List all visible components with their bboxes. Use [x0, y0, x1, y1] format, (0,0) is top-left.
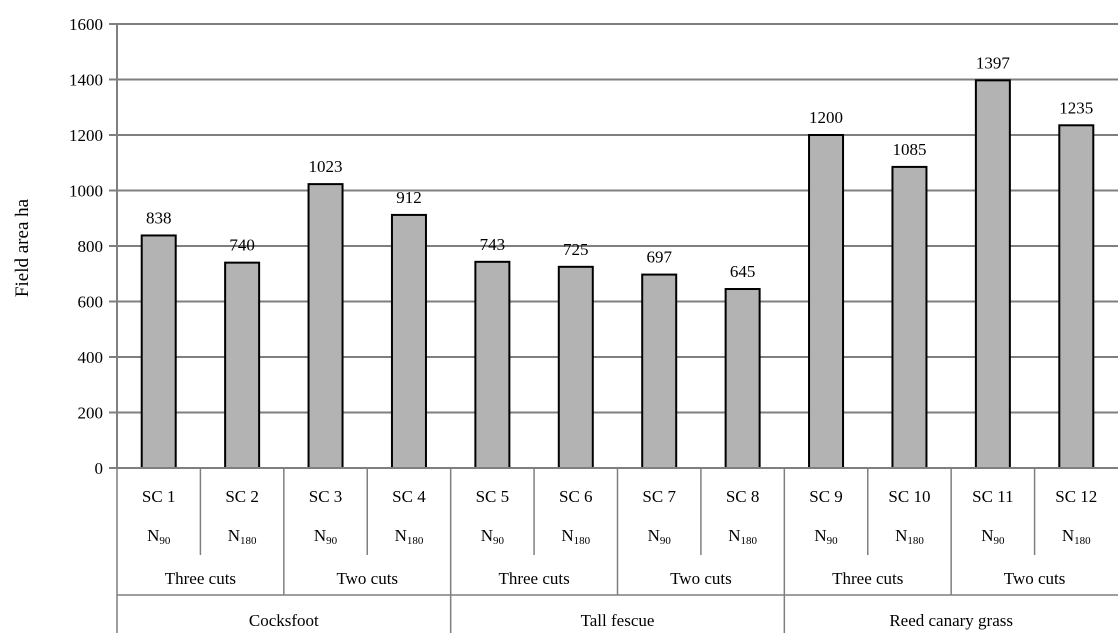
nitrogen-label-sc6: N180: [561, 526, 590, 547]
nitrogen-label-sc3: N90: [314, 526, 338, 547]
nitrogen-label-sc7: N90: [648, 526, 672, 547]
y-tick-label: 800: [78, 237, 104, 256]
bars: [140, 79, 1095, 470]
category-label-sc7: SC 7: [642, 487, 676, 506]
cut-group-label: Three cuts: [498, 569, 569, 588]
y-tick-label: 0: [95, 459, 104, 478]
axes: [116, 24, 1118, 633]
nitrogen-label-sc2: N180: [228, 526, 257, 547]
y-axis-title: Field area ha: [12, 198, 33, 297]
category-label-sc2: SC 2: [225, 487, 259, 506]
nitrogen-label-sc8: N180: [728, 526, 757, 547]
value-label-sc11: 1397: [976, 53, 1011, 72]
species-group-label: Reed canary grass: [889, 611, 1013, 630]
y-tick-label: 1000: [69, 182, 103, 201]
value-label-sc2: 740: [229, 236, 255, 255]
bar-sc11: [974, 79, 1011, 470]
gridlines: [117, 23, 1118, 469]
cut-group-label: Three cuts: [165, 569, 236, 588]
bar-sc6: [557, 265, 594, 469]
category-label-sc9: SC 9: [809, 487, 843, 506]
nitrogen-label-sc9: N90: [814, 526, 838, 547]
nitrogen-label-sc12: N180: [1062, 526, 1091, 547]
y-tick-label: 1600: [69, 15, 103, 34]
x-axis-categories: SC 1 N90 SC 2 N180 SC 3 N90 SC 4 N180 SC 5 N90 SC …: [142, 487, 1097, 630]
nitrogen-label-sc5: N90: [481, 526, 505, 547]
value-label-sc4: 912: [396, 188, 422, 207]
bar-sc3: [307, 183, 344, 469]
cut-group-label: Two cuts: [1004, 569, 1066, 588]
value-label-sc1: 838: [146, 208, 172, 227]
category-label-sc6: SC 6: [559, 487, 593, 506]
y-tick-label: 600: [78, 293, 104, 312]
species-group-label: Tall fescue: [581, 611, 655, 630]
nitrogen-label-sc4: N180: [395, 526, 424, 547]
value-label-sc6: 725: [563, 240, 589, 259]
cut-group-label: Two cuts: [336, 569, 398, 588]
category-label-sc1: SC 1: [142, 487, 176, 506]
value-label-sc7: 697: [646, 248, 672, 267]
y-tick-label: 1200: [69, 126, 103, 145]
bar-sc10: [891, 165, 928, 469]
nitrogen-label-sc10: N180: [895, 526, 924, 547]
value-label-sc3: 1023: [309, 157, 343, 176]
category-label-sc8: SC 8: [726, 487, 760, 506]
cut-group-label: Two cuts: [670, 569, 732, 588]
category-label-sc10: SC 10: [888, 487, 930, 506]
category-label-sc11: SC 11: [972, 487, 1013, 506]
value-label-sc8: 645: [730, 262, 756, 281]
bar-sc7: [641, 273, 678, 469]
nitrogen-label-sc11: N90: [981, 526, 1005, 547]
cut-group-label: Three cuts: [832, 569, 903, 588]
category-label-sc4: SC 4: [392, 487, 426, 506]
value-label-sc5: 743: [480, 235, 506, 254]
bar-sc2: [224, 261, 261, 469]
bar-sc5: [474, 260, 511, 469]
y-tick-label: 200: [78, 404, 104, 423]
bar-sc9: [808, 134, 845, 469]
value-labels: 838 740 1023 912 743 725 697 645 1200 1085 1397 123…: [146, 53, 1093, 281]
species-group-label: Cocksfoot: [249, 611, 319, 630]
y-tick-label: 400: [78, 348, 104, 367]
bar-sc1: [140, 234, 177, 469]
category-label-sc12: SC 12: [1055, 487, 1097, 506]
bar-sc4: [390, 213, 427, 469]
bar-sc12: [1058, 124, 1095, 469]
category-label-sc3: SC 3: [309, 487, 343, 506]
bar-sc8: [724, 288, 761, 470]
nitrogen-label-sc1: N90: [147, 526, 171, 547]
y-axis-ticks: 0 200 400 600 800 1000 1200 1400 1600: [69, 15, 117, 478]
category-label-sc5: SC 5: [476, 487, 510, 506]
value-label-sc10: 1085: [892, 140, 926, 159]
y-tick-label: 1400: [69, 71, 103, 90]
value-label-sc12: 1235: [1059, 98, 1093, 117]
value-label-sc9: 1200: [809, 108, 843, 127]
